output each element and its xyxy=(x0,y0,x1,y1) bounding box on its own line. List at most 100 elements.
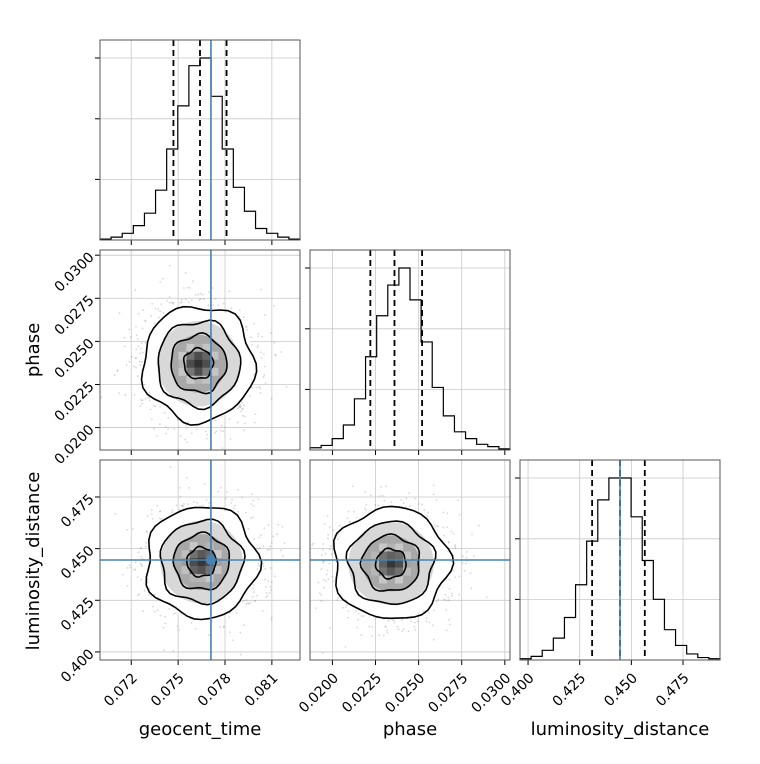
sample-point xyxy=(257,498,260,501)
sample-point xyxy=(215,430,218,433)
sample-point xyxy=(329,545,332,547)
contour-line-2 xyxy=(359,533,421,592)
sample-point xyxy=(436,524,438,527)
sample-point xyxy=(160,518,163,520)
sample-point xyxy=(156,504,159,507)
sample-point xyxy=(243,415,246,418)
sample-point xyxy=(448,587,451,590)
sample-point xyxy=(167,427,169,430)
sample-point xyxy=(228,616,231,618)
sample-point xyxy=(346,517,349,519)
sample-point xyxy=(190,622,193,624)
sample-point xyxy=(448,599,450,602)
sample-point xyxy=(407,630,410,633)
sample-point xyxy=(243,404,246,407)
sample-point xyxy=(148,399,151,402)
sample-point xyxy=(378,634,381,637)
sample-point xyxy=(327,578,330,581)
density-cell xyxy=(371,567,380,576)
sample-point xyxy=(426,515,428,517)
sample-point xyxy=(163,649,166,651)
hist-frame-phase xyxy=(309,249,511,451)
sample-point xyxy=(182,246,184,248)
sample-point xyxy=(187,421,190,424)
sample-point xyxy=(322,560,325,563)
sample-point xyxy=(199,298,202,300)
sample-point xyxy=(135,356,138,359)
sample-point xyxy=(446,526,448,529)
sample-point xyxy=(205,437,208,440)
sample-point xyxy=(133,393,136,396)
sample-point xyxy=(151,302,154,305)
sample-point xyxy=(188,486,191,489)
contour-line-3 xyxy=(185,545,217,578)
sample-point xyxy=(433,524,436,526)
sample-point xyxy=(322,562,324,564)
sample-point xyxy=(141,399,144,402)
sample-point xyxy=(179,301,182,304)
sample-point xyxy=(432,638,435,641)
sample-point xyxy=(220,424,223,427)
sample-point xyxy=(416,620,419,623)
sample-point xyxy=(188,286,191,289)
sample-point xyxy=(194,294,197,296)
sample-point xyxy=(448,618,450,621)
sample-point xyxy=(220,429,222,432)
sample-point xyxy=(126,567,129,569)
sample-point xyxy=(199,292,202,295)
sample-point xyxy=(432,493,435,496)
sample-point xyxy=(257,548,260,550)
sample-point xyxy=(393,619,395,622)
sample-point xyxy=(454,545,457,548)
sample-point xyxy=(328,526,331,528)
sample-point xyxy=(344,646,347,648)
sample-point xyxy=(252,591,255,594)
sample-point xyxy=(137,551,140,554)
sample-point xyxy=(393,621,396,624)
contour-line-0 xyxy=(332,505,455,620)
density-cell xyxy=(181,566,190,575)
xtick-label-luminosity_distance-1: 0.425 xyxy=(550,670,590,710)
sample-point xyxy=(337,533,340,536)
sample-point xyxy=(178,426,180,429)
joint-content-0 xyxy=(100,246,288,449)
sample-point xyxy=(252,373,255,376)
sample-point xyxy=(176,418,179,421)
density-cell xyxy=(202,359,211,368)
sample-point xyxy=(244,422,246,425)
sample-point xyxy=(152,605,155,608)
sample-point xyxy=(184,438,187,441)
sample-point xyxy=(128,360,131,363)
sample-point xyxy=(159,310,162,313)
sample-point xyxy=(159,281,162,283)
sample-point xyxy=(274,354,277,357)
sample-point xyxy=(450,530,453,533)
sample-point xyxy=(397,628,400,631)
sample-point xyxy=(385,625,387,628)
sample-point xyxy=(224,497,227,500)
density-cell xyxy=(189,574,198,583)
sample-point xyxy=(418,503,420,505)
sample-point xyxy=(182,287,185,289)
sample-point xyxy=(100,396,103,399)
sample-point xyxy=(159,510,162,512)
sample-point xyxy=(239,405,242,408)
sample-point xyxy=(118,392,120,394)
density-cell xyxy=(197,550,206,559)
sample-point xyxy=(362,615,365,618)
sample-point xyxy=(414,628,417,631)
xtick-label-luminosity_distance-2: 0.450 xyxy=(601,670,641,710)
sample-point xyxy=(142,309,144,312)
sample-point xyxy=(224,426,226,429)
sample-point xyxy=(180,301,183,303)
sample-point xyxy=(140,578,143,581)
sample-point xyxy=(139,405,142,408)
sample-point xyxy=(315,607,318,610)
sample-point xyxy=(138,360,141,363)
sample-point xyxy=(451,592,454,595)
ylabel-luminosity-distance: luminosity_distance xyxy=(23,472,44,651)
sample-point xyxy=(113,374,116,377)
sample-point xyxy=(245,603,248,606)
sample-point xyxy=(462,555,464,558)
